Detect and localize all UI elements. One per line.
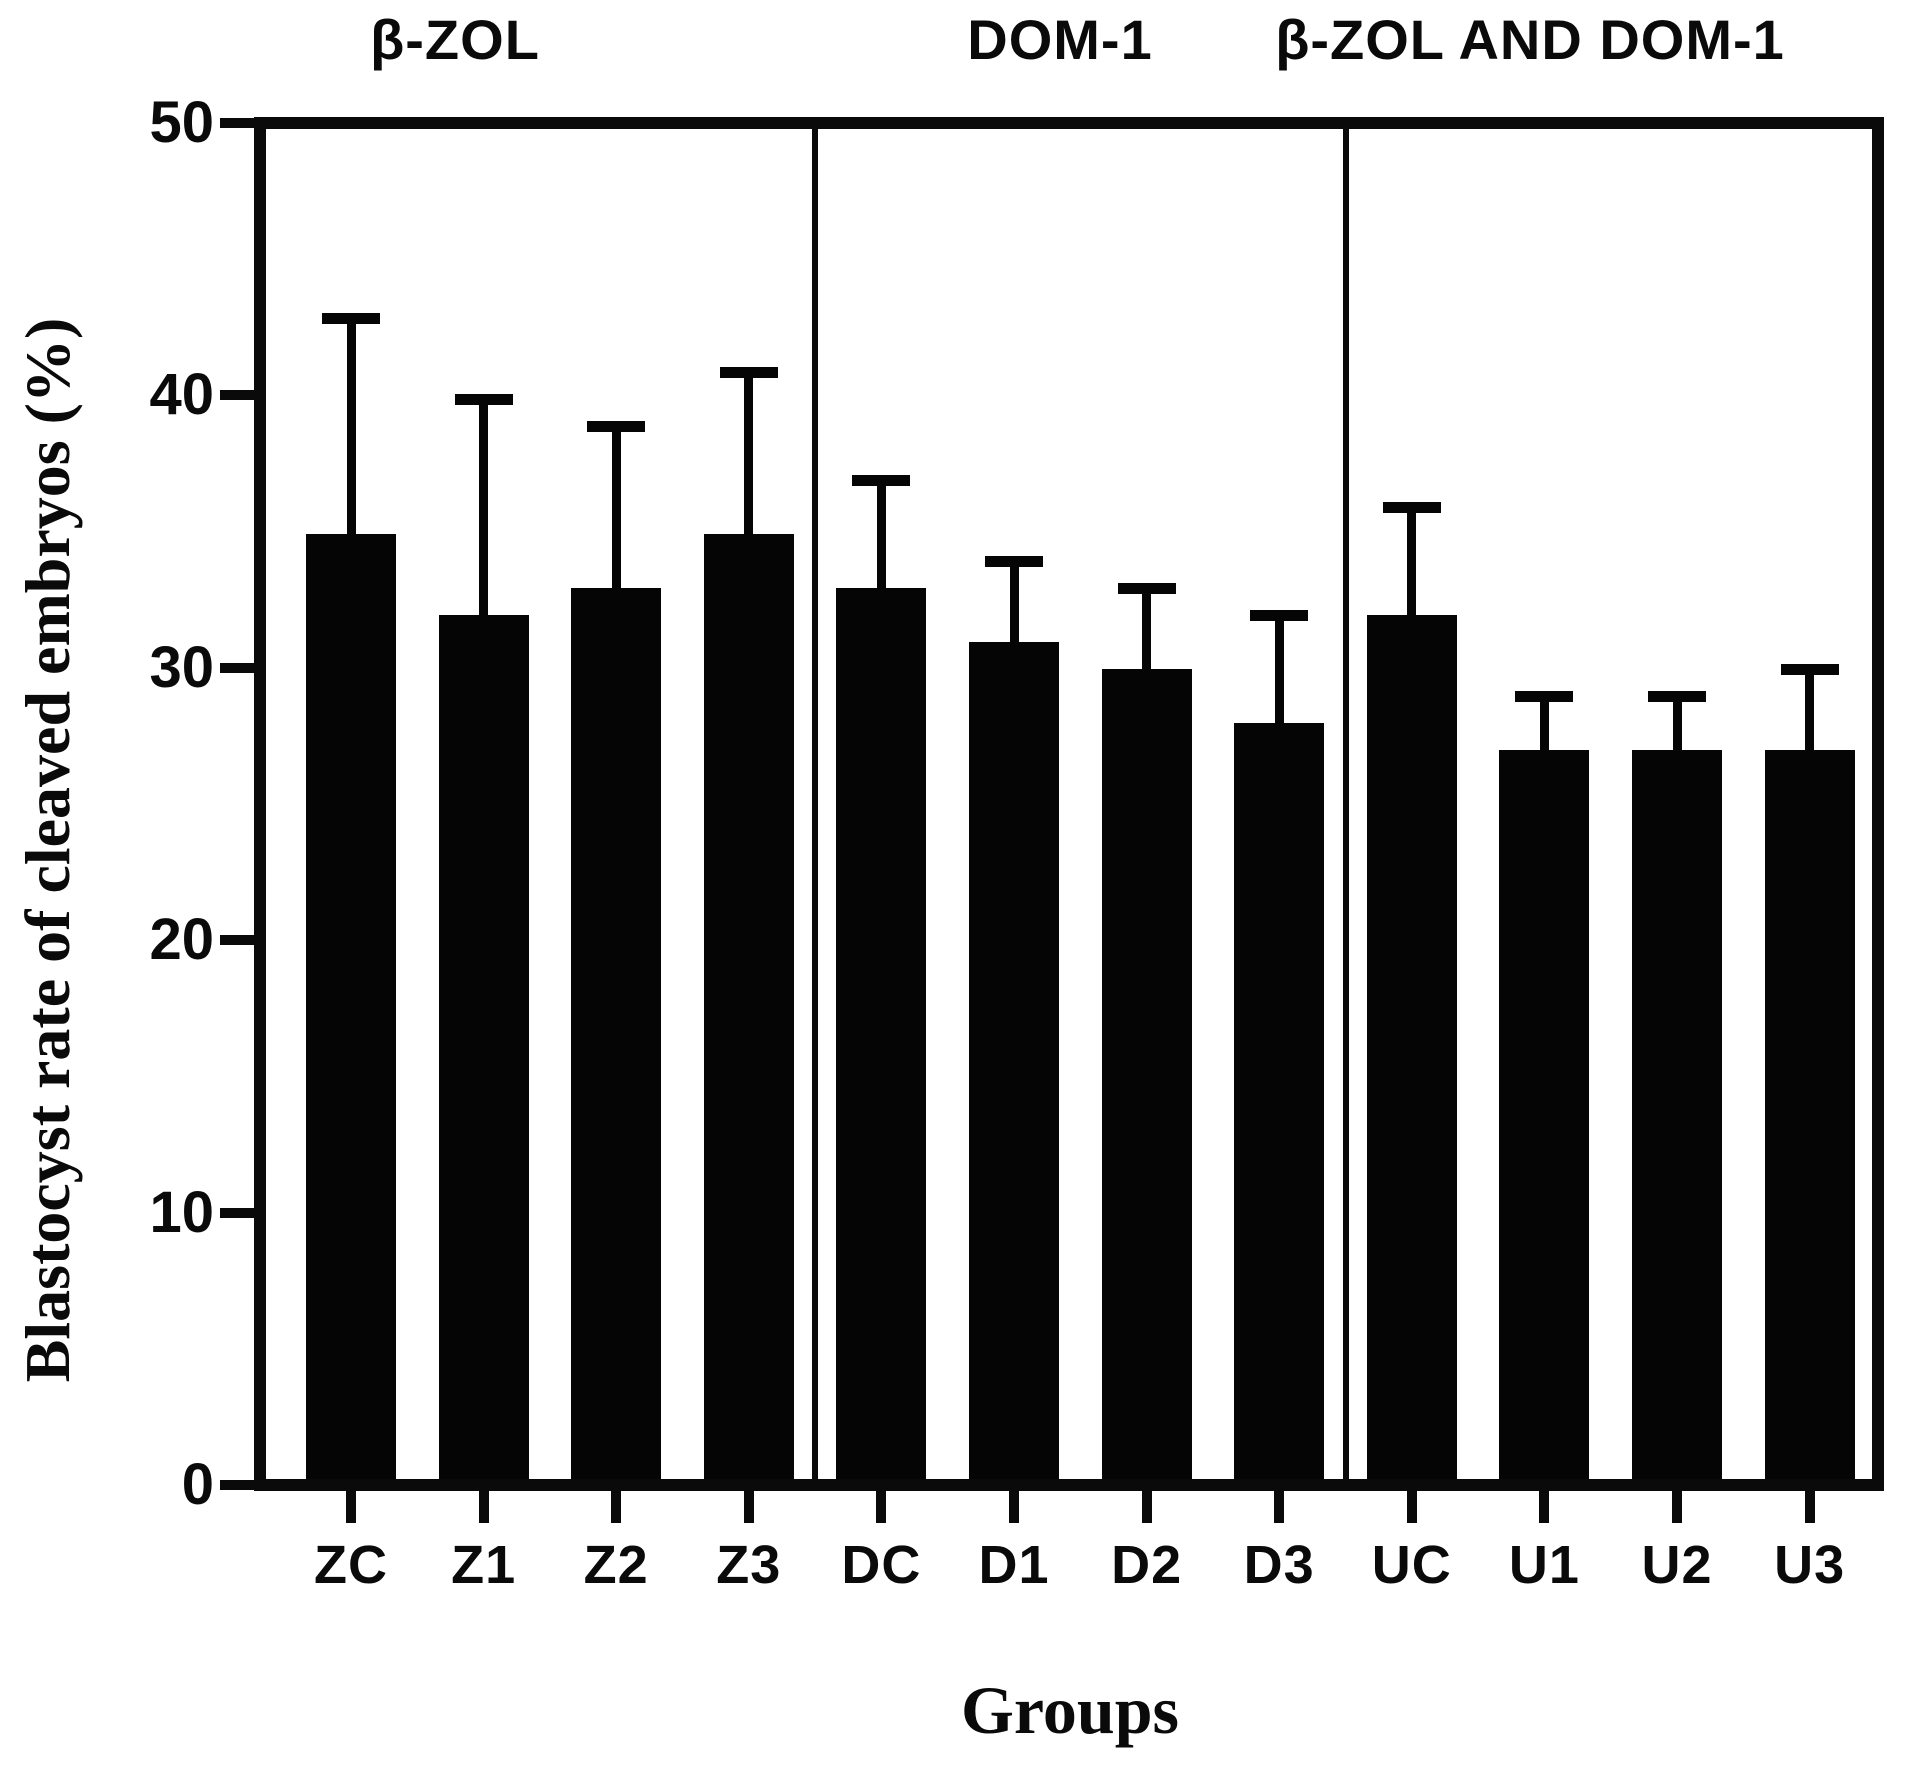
bar-ZC: [306, 534, 396, 1479]
y-tick-50: [220, 118, 254, 128]
x-tick-label-U3: U3: [1774, 1535, 1846, 1595]
x-tick-U2: [1672, 1491, 1682, 1523]
plot-area: [266, 129, 1872, 1479]
error-bar-cap-D3: [1250, 609, 1309, 621]
x-tick-label-UC: UC: [1371, 1535, 1452, 1595]
error-bar-stem-UC: [1407, 507, 1417, 635]
error-bar-stem-DC: [876, 480, 886, 608]
error-bar-stem-ZC: [346, 318, 356, 554]
x-tick-U1: [1539, 1491, 1550, 1523]
bar-D3: [1234, 723, 1325, 1479]
y-tick-10: [220, 1207, 254, 1218]
error-bar-cap-Z1: [454, 393, 513, 405]
error-bar-stem-Z2: [611, 426, 621, 608]
x-axis-title: Groups: [961, 1672, 1179, 1748]
x-tick-label-U2: U2: [1641, 1535, 1713, 1595]
y-tick-label-10: 10: [149, 1179, 214, 1245]
y-tick-label-40: 40: [149, 362, 214, 428]
x-tick-ZC: [346, 1491, 356, 1523]
x-tick-label-ZC: ZC: [314, 1535, 388, 1595]
y-tick-label-20: 20: [149, 907, 214, 973]
error-bar-stem-D2: [1142, 588, 1152, 689]
error-bar-cap-Z3: [719, 366, 778, 378]
bar-U3: [1764, 750, 1855, 1479]
x-tick-label-DC: DC: [841, 1535, 922, 1595]
y-tick-40: [220, 390, 254, 401]
x-tick-DC: [876, 1491, 887, 1523]
y-tick-label-30: 30: [149, 634, 214, 700]
y-tick-30: [220, 662, 254, 673]
x-tick-D2: [1141, 1491, 1152, 1523]
bar-U1: [1499, 750, 1590, 1479]
x-tick-Z3: [743, 1491, 754, 1523]
panel-title-bzol-and-dom1: β-ZOL AND DOM-1: [1275, 8, 1785, 71]
x-tick-label-D2: D2: [1111, 1535, 1183, 1595]
error-bar-stem-U1: [1539, 696, 1549, 770]
y-tick-0: [220, 1480, 254, 1490]
bar-D1: [969, 642, 1059, 1479]
error-bar-stem-D3: [1274, 615, 1284, 743]
x-tick-label-U1: U1: [1508, 1535, 1580, 1595]
x-tick-label-D1: D1: [978, 1535, 1050, 1595]
x-tick-D1: [1009, 1491, 1019, 1523]
x-tick-D3: [1274, 1491, 1285, 1523]
bar-UC: [1366, 615, 1457, 1479]
x-tick-label-Z2: Z2: [583, 1535, 649, 1595]
x-tick-Z1: [478, 1491, 489, 1523]
panel-title-bzol: β-ZOL: [370, 8, 540, 71]
error-bar-stem-U3: [1805, 669, 1815, 770]
x-tick-Z2: [611, 1491, 622, 1523]
x-tick-label-Z1: Z1: [451, 1535, 517, 1595]
panel-title-dom1: DOM-1: [967, 8, 1153, 71]
y-tick-20: [220, 935, 254, 946]
bar-Z3: [703, 534, 794, 1479]
x-tick-UC: [1406, 1491, 1417, 1523]
error-bar-cap-D2: [1117, 582, 1176, 594]
error-bar-cap-U2: [1648, 690, 1706, 702]
x-tick-label-Z3: Z3: [716, 1535, 782, 1595]
error-bar-cap-D1: [985, 555, 1043, 567]
bar-U2: [1632, 750, 1722, 1479]
error-bar-cap-U1: [1515, 690, 1574, 702]
panel-divider-2: [1343, 129, 1349, 1479]
y-tick-label-0: 0: [181, 1452, 214, 1517]
x-tick-label-D3: D3: [1243, 1535, 1315, 1595]
x-tick-U3: [1804, 1491, 1815, 1523]
error-bar-stem-Z3: [744, 372, 754, 554]
error-bar-stem-U2: [1672, 696, 1682, 770]
bar-Z1: [438, 615, 529, 1479]
error-bar-cap-ZC: [322, 312, 380, 324]
y-tick-label-50: 50: [149, 90, 214, 155]
bar-Z2: [571, 588, 662, 1479]
bar-D2: [1101, 669, 1192, 1479]
error-bar-cap-Z2: [587, 420, 646, 432]
panel-divider-1: [812, 129, 818, 1479]
error-bar-stem-D1: [1009, 561, 1019, 662]
error-bar-cap-UC: [1382, 501, 1441, 513]
error-bar-cap-U3: [1780, 663, 1839, 675]
error-bar-stem-Z1: [479, 399, 489, 635]
bar-DC: [836, 588, 927, 1479]
error-bar-cap-DC: [852, 474, 911, 486]
